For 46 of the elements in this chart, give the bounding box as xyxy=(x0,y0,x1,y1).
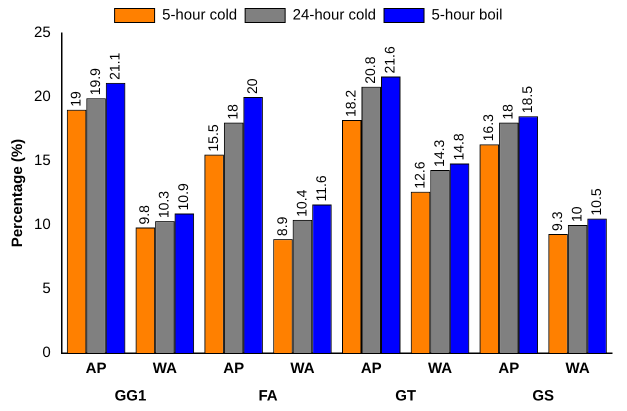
x-tick-label: AP xyxy=(498,360,520,378)
data-label: 14.3 xyxy=(430,140,447,167)
legend-label: 5-hour cold xyxy=(162,6,238,24)
text: GG1 xyxy=(114,388,146,405)
data-label: 10.4 xyxy=(293,189,310,217)
y-tick-label: 20 xyxy=(34,88,51,106)
data-label: 18 xyxy=(224,104,241,120)
data-label: 9.8 xyxy=(136,204,152,225)
data-label: 21.1 xyxy=(106,52,122,80)
legend-label: 24-hour cold xyxy=(292,6,376,24)
x-tick-label: WA xyxy=(566,360,590,378)
x-tick-label: WA xyxy=(290,360,315,378)
data-label: 18.5 xyxy=(519,86,536,114)
data-label: 10 xyxy=(568,206,584,222)
legend-label: 5-hour boil xyxy=(432,6,502,24)
data-label: 10.5 xyxy=(588,188,604,216)
x-tick-label: AP xyxy=(223,360,244,378)
text: GS xyxy=(532,388,554,405)
y-axis-title: Percentage (%) xyxy=(9,138,26,248)
data-label: 8.9 xyxy=(274,216,290,236)
data-label: 15.5 xyxy=(205,124,222,152)
data-label: 9.3 xyxy=(548,211,565,231)
data-label: 12.6 xyxy=(411,161,428,189)
data-label: 19 xyxy=(67,91,84,107)
text: FA xyxy=(258,388,278,405)
data-label: 18 xyxy=(500,104,516,120)
data-label: 10.3 xyxy=(156,190,172,218)
y-tick-label: 10 xyxy=(34,216,51,234)
x-tick-label: WA xyxy=(428,360,452,378)
data-label: 11.6 xyxy=(312,175,329,202)
y-tick-label: 0 xyxy=(42,344,51,362)
x-tick-label: AP xyxy=(86,360,106,378)
x-tick-label: WA xyxy=(152,360,178,378)
x-tick-label: AP xyxy=(360,360,382,378)
data-label: 18.2 xyxy=(342,90,359,118)
text: GT xyxy=(395,388,416,405)
y-tick-label: 15 xyxy=(34,152,51,170)
data-label: 20 xyxy=(244,78,260,94)
data-label: 21.6 xyxy=(382,46,398,74)
y-tick-label: 25 xyxy=(34,24,51,42)
data-label: 19.9 xyxy=(86,68,103,96)
data-label: 14.8 xyxy=(450,133,466,161)
data-label: 16.3 xyxy=(480,114,496,142)
data-label: 20.8 xyxy=(362,56,378,84)
y-tick-label: 5 xyxy=(42,280,51,298)
data-label: 10.9 xyxy=(175,183,192,210)
